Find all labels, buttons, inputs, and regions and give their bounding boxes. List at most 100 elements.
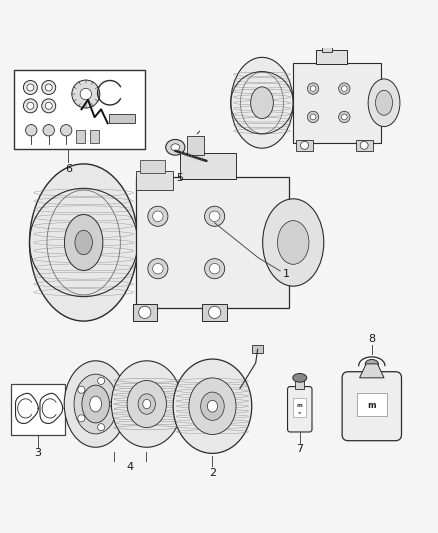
Ellipse shape (152, 263, 163, 274)
Ellipse shape (42, 80, 56, 94)
Polygon shape (360, 364, 384, 378)
Bar (370, 103, 387, 114)
Ellipse shape (375, 90, 392, 115)
Bar (321, 42, 332, 52)
Ellipse shape (72, 80, 100, 108)
Ellipse shape (339, 111, 350, 123)
Ellipse shape (251, 87, 273, 119)
Ellipse shape (45, 84, 52, 91)
Bar (356, 140, 373, 151)
Bar (90, 130, 99, 143)
Ellipse shape (201, 392, 224, 421)
Text: 7: 7 (296, 445, 304, 455)
Ellipse shape (152, 211, 163, 222)
Ellipse shape (148, 259, 168, 279)
Ellipse shape (60, 125, 72, 136)
Ellipse shape (342, 86, 347, 92)
Ellipse shape (276, 248, 288, 261)
Ellipse shape (310, 86, 316, 92)
Bar (136, 171, 173, 190)
Ellipse shape (139, 306, 151, 318)
Text: m: m (367, 401, 376, 410)
Ellipse shape (25, 125, 37, 136)
Ellipse shape (263, 199, 324, 286)
Ellipse shape (207, 400, 218, 412)
Ellipse shape (111, 361, 182, 447)
Ellipse shape (90, 396, 102, 412)
Text: 8: 8 (368, 334, 375, 344)
Ellipse shape (209, 263, 220, 274)
Ellipse shape (29, 164, 138, 321)
Text: ≡: ≡ (298, 410, 301, 414)
Text: 1: 1 (283, 269, 290, 279)
Ellipse shape (339, 83, 350, 94)
Bar (296, 140, 313, 151)
Ellipse shape (307, 83, 319, 94)
Ellipse shape (231, 58, 293, 148)
Bar (202, 304, 227, 321)
Ellipse shape (360, 141, 368, 149)
Ellipse shape (307, 111, 319, 123)
Text: 2: 2 (209, 467, 216, 478)
Text: m: m (297, 403, 303, 408)
Text: 5: 5 (176, 173, 183, 183)
Ellipse shape (205, 206, 225, 227)
Bar (136, 177, 289, 308)
Bar (133, 304, 157, 321)
Ellipse shape (27, 84, 34, 91)
Ellipse shape (171, 144, 180, 151)
Ellipse shape (82, 385, 110, 423)
Ellipse shape (23, 99, 37, 113)
Ellipse shape (173, 359, 252, 454)
Bar (141, 159, 165, 173)
Bar (316, 50, 347, 64)
Ellipse shape (148, 206, 168, 227)
Bar (14, 70, 145, 149)
Ellipse shape (74, 374, 117, 434)
Ellipse shape (27, 102, 34, 109)
Ellipse shape (278, 221, 309, 264)
Ellipse shape (23, 80, 37, 94)
Ellipse shape (208, 306, 221, 318)
Ellipse shape (64, 361, 127, 447)
Text: 4: 4 (127, 462, 134, 472)
Ellipse shape (45, 102, 52, 109)
Ellipse shape (43, 125, 54, 136)
Text: 3: 3 (34, 448, 41, 458)
Ellipse shape (293, 374, 307, 382)
Ellipse shape (42, 99, 56, 113)
Bar (293, 398, 306, 417)
Ellipse shape (189, 378, 236, 434)
Ellipse shape (342, 114, 347, 120)
Bar (267, 245, 297, 264)
Ellipse shape (78, 415, 85, 422)
Ellipse shape (64, 215, 103, 270)
Bar (109, 114, 135, 123)
Ellipse shape (205, 259, 225, 279)
Ellipse shape (143, 399, 151, 409)
Ellipse shape (98, 424, 105, 431)
Ellipse shape (80, 88, 92, 100)
Ellipse shape (75, 230, 92, 255)
Ellipse shape (138, 394, 155, 414)
Bar (11, 384, 65, 434)
Ellipse shape (127, 381, 166, 427)
Ellipse shape (78, 386, 85, 393)
Ellipse shape (300, 141, 308, 149)
Text: 6: 6 (65, 164, 72, 174)
FancyBboxPatch shape (342, 372, 402, 441)
Ellipse shape (310, 114, 316, 120)
Ellipse shape (166, 140, 185, 155)
Bar (295, 381, 304, 389)
Bar (252, 345, 263, 353)
Ellipse shape (98, 377, 105, 384)
Bar (180, 152, 237, 179)
FancyBboxPatch shape (288, 386, 312, 432)
Ellipse shape (365, 359, 378, 368)
Bar (357, 393, 387, 416)
Bar (76, 130, 85, 143)
Ellipse shape (209, 211, 220, 222)
Bar (293, 63, 381, 142)
Bar (187, 136, 204, 155)
Ellipse shape (110, 400, 117, 408)
